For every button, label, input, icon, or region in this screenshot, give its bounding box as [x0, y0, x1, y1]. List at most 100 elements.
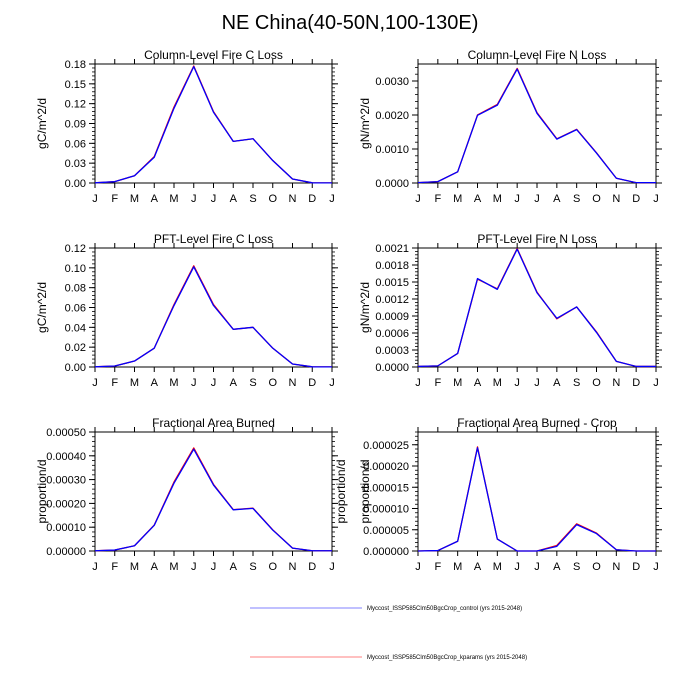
x-tick-label: J [653, 561, 659, 573]
chart-panel: Fractional Area Burned - Crop proportion/… [358, 416, 662, 573]
x-tick-label: F [434, 377, 441, 389]
figure-title: NE China(40-50N,100-130E) [221, 12, 479, 34]
x-tick-label: N [612, 377, 620, 389]
x-tick-label: J [514, 561, 520, 573]
x-tick-label: N [289, 377, 297, 389]
x-tick-label: J [92, 377, 98, 389]
y-axis-label: proportion/d [358, 459, 372, 523]
series-line [417, 247, 656, 368]
y-tick-label: 0.00030 [46, 475, 86, 487]
y-tick-label: 0.18 [65, 59, 86, 71]
series-line [94, 65, 333, 184]
x-tick-label: J [211, 377, 217, 389]
chart-panel: Fractional Area Burned proportion/d propor… [35, 416, 348, 573]
y-tick-label: 0.000000 [363, 546, 409, 558]
x-tick-label: D [308, 561, 316, 573]
y-axis-label: gN/m^2/d [358, 98, 372, 149]
y-tick-label: 0.000025 [363, 440, 409, 452]
y-axis-label-right: proportion/d [334, 459, 348, 523]
y-tick-label: 0.06 [65, 303, 86, 315]
chart-title: PFT-Level Fire N Loss [477, 232, 596, 246]
x-tick-label: M [169, 377, 178, 389]
y-tick-label: 0.15 [65, 79, 86, 91]
legend-label: Myccost_ISSP585Clm50BgcCrop_control (yrs… [367, 606, 522, 612]
y-tick-label: 0.0006 [375, 328, 409, 340]
x-tick-label: J [415, 377, 421, 389]
x-tick-label: M [453, 377, 462, 389]
y-axis-label: gC/m^2/d [35, 282, 49, 333]
x-tick-label: A [230, 193, 238, 205]
x-tick-label: M [130, 377, 139, 389]
y-tick-label: 0.0000 [375, 362, 409, 374]
y-tick-label: 0.12 [65, 243, 86, 255]
y-axis-label: gC/m^2/d [35, 98, 49, 149]
y-tick-label: 0.12 [65, 99, 86, 111]
y-tick-label: 0.000015 [363, 482, 409, 494]
x-tick-label: D [632, 561, 640, 573]
x-tick-label: J [191, 561, 197, 573]
x-tick-label: J [329, 377, 335, 389]
y-tick-label: 0.0012 [375, 294, 409, 306]
y-tick-label: 0.09 [65, 119, 86, 131]
x-tick-label: M [453, 193, 462, 205]
y-tick-label: 0.0003 [375, 345, 409, 357]
x-tick-label: A [151, 193, 159, 205]
x-tick-label: A [553, 377, 561, 389]
x-tick-label: M [453, 561, 462, 573]
x-tick-label: A [474, 377, 482, 389]
x-tick-label: S [249, 193, 256, 205]
x-tick-label: D [308, 377, 316, 389]
x-tick-label: F [111, 193, 118, 205]
y-tick-label: 0.0021 [375, 243, 409, 255]
series-line [94, 266, 333, 368]
y-axis-label: proportion/d [35, 459, 49, 523]
chart-title: Column-Level Fire C Loss [144, 48, 283, 62]
x-tick-label: A [474, 561, 482, 573]
chart-title: Column-Level Fire N Loss [468, 48, 607, 62]
x-tick-label: A [230, 377, 238, 389]
x-tick-label: O [268, 561, 277, 573]
x-tick-label: S [573, 561, 580, 573]
x-tick-label: J [514, 193, 520, 205]
x-tick-label: N [612, 561, 620, 573]
y-tick-label: 0.000005 [363, 525, 409, 537]
x-tick-label: D [308, 193, 316, 205]
y-tick-label: 0.00 [65, 362, 86, 374]
x-tick-label: J [534, 561, 540, 573]
x-tick-label: O [592, 193, 601, 205]
plot-frame [94, 63, 333, 184]
x-tick-label: J [534, 193, 540, 205]
x-tick-label: D [632, 193, 640, 205]
x-tick-label: A [151, 377, 159, 389]
x-tick-label: J [514, 377, 520, 389]
x-tick-label: S [249, 377, 256, 389]
x-tick-label: J [653, 377, 659, 389]
x-tick-label: J [653, 193, 659, 205]
chart-title: PFT-Level Fire C Loss [154, 232, 273, 246]
x-tick-label: J [92, 561, 98, 573]
y-tick-label: 0.0010 [375, 144, 409, 156]
y-tick-label: 0.00020 [46, 498, 86, 510]
x-tick-label: A [151, 561, 159, 573]
x-tick-label: J [211, 193, 217, 205]
chart-title: Fractional Area Burned [152, 416, 275, 430]
x-tick-label: A [553, 193, 561, 205]
x-tick-label: M [169, 561, 178, 573]
x-tick-label: S [573, 193, 580, 205]
legend-item: Myccost_ISSP585Clm50BgcCrop_kparams (yrs… [250, 655, 527, 661]
series-line [94, 448, 332, 552]
x-tick-label: O [268, 193, 277, 205]
plot-frame [94, 431, 333, 552]
x-tick-label: J [415, 561, 421, 573]
chart-title: Fractional Area Burned - Crop [457, 416, 617, 430]
y-tick-label: 0.06 [65, 138, 86, 150]
y-tick-label: 0.02 [65, 342, 86, 354]
y-axis-label: gN/m^2/d [358, 282, 372, 333]
legend-label: Myccost_ISSP585Clm50BgcCrop_kparams (yrs… [367, 655, 527, 661]
plot-frame [417, 63, 657, 184]
y-tick-label: 0.10 [65, 263, 86, 275]
